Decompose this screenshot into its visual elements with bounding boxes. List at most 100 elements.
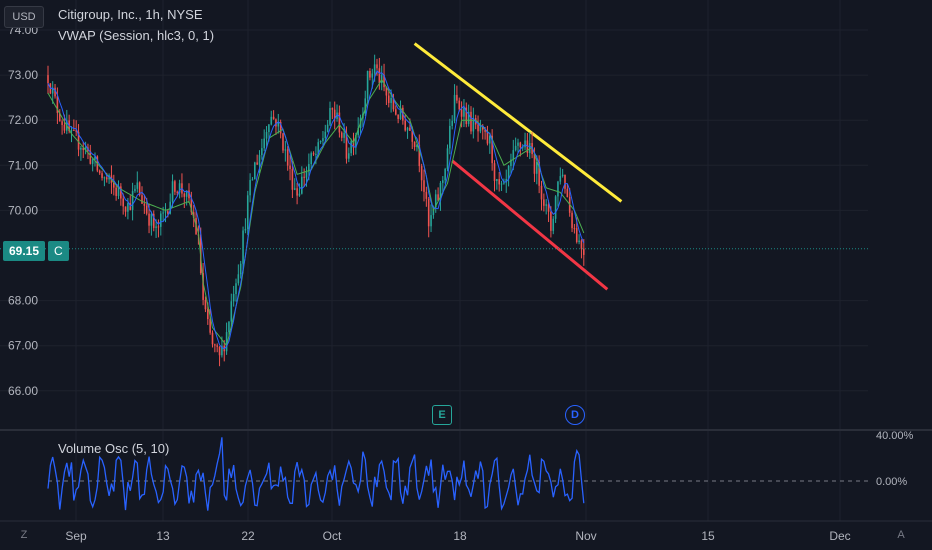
candle-body	[371, 73, 374, 78]
candle-body	[89, 150, 92, 164]
price-tick-label: 66.00	[8, 384, 38, 398]
price-tick-label: 67.00	[8, 339, 38, 353]
candle-body	[214, 344, 216, 346]
candle-body	[94, 156, 96, 160]
oscillator-axis: 40.00% 0.00%	[876, 430, 914, 488]
candle-body	[413, 141, 416, 147]
candle-body	[185, 190, 188, 197]
candle-body	[51, 87, 54, 94]
zoom-button[interactable]: Z	[20, 529, 28, 541]
candle-body	[559, 176, 562, 182]
volume-oscillator-line	[47, 437, 585, 511]
candle-body	[246, 195, 249, 229]
candle-body	[484, 129, 486, 132]
candle-body	[122, 198, 124, 207]
candle-body	[218, 346, 221, 356]
candle-body	[552, 218, 555, 231]
candle-body	[411, 130, 414, 142]
candle-body	[141, 195, 143, 204]
candle-body	[446, 148, 449, 169]
candle-body	[127, 203, 129, 212]
candle-body	[301, 176, 303, 194]
time-axis[interactable]: Sep 13 22 Oct 18 Nov 15 Dec	[65, 529, 850, 543]
candle-body	[493, 163, 496, 181]
candle-body	[477, 124, 479, 132]
time-tick-label: 22	[241, 529, 255, 543]
vwap-line	[47, 78, 585, 347]
candle-body	[289, 165, 291, 170]
candle-body	[575, 228, 578, 243]
candle-body	[324, 131, 327, 139]
earnings-icon[interactable]: E	[432, 405, 452, 425]
auto-scale-button[interactable]: A	[897, 529, 905, 541]
candle-body	[124, 206, 127, 212]
candle-body	[136, 182, 139, 189]
candle-body	[564, 174, 566, 189]
candle-body	[209, 319, 211, 333]
candle-body	[188, 190, 190, 199]
candle-body	[148, 213, 150, 226]
candle-body	[439, 182, 442, 201]
candle-body	[145, 205, 148, 214]
symbol-title[interactable]: Citigroup, Inc., 1h, NYSE	[58, 7, 203, 22]
candle-body	[244, 228, 247, 231]
candle-body	[463, 107, 465, 117]
candle-body	[160, 213, 162, 227]
candle-body	[409, 127, 411, 131]
candle-body	[143, 203, 146, 206]
close-flag: C	[48, 241, 69, 261]
candle-body	[293, 188, 296, 190]
candle-body	[561, 174, 564, 177]
candle-body	[451, 120, 453, 126]
candle-body	[84, 147, 87, 151]
candle-body	[190, 198, 193, 213]
candle-body	[338, 112, 341, 133]
candle-body	[230, 301, 233, 322]
candle-body	[425, 191, 428, 199]
candle-body	[284, 149, 287, 151]
candle-body	[303, 176, 305, 178]
candle-body	[566, 188, 569, 198]
candle-body	[47, 75, 49, 84]
candle-body	[366, 70, 369, 99]
currency-button[interactable]: USD	[4, 6, 44, 28]
last-price-label: 69.15 C	[3, 241, 69, 261]
candle-body	[373, 64, 376, 74]
candle-body	[251, 179, 254, 181]
candle-body	[340, 132, 343, 138]
candle-body	[61, 121, 63, 125]
candle-body	[481, 126, 484, 130]
vwap-legend[interactable]: VWAP (Session, hlc3, 0, 1)	[58, 28, 215, 43]
candle-body	[472, 118, 475, 132]
candle-body	[514, 145, 517, 151]
candle-body	[345, 132, 348, 159]
time-tick-label: 13	[156, 529, 170, 543]
time-tick-label: 15	[701, 529, 715, 543]
candle-body	[578, 240, 580, 243]
candle-body	[317, 142, 320, 154]
candle-body	[305, 171, 308, 178]
dividend-icon[interactable]: D	[565, 405, 585, 425]
candle-body	[517, 142, 519, 146]
candle-body	[272, 116, 275, 120]
candle-body	[329, 108, 331, 125]
candle-body	[540, 185, 543, 200]
candle-body	[131, 191, 134, 210]
candle-body	[580, 240, 583, 249]
candle-body	[510, 159, 512, 166]
time-tick-label: 18	[453, 529, 467, 543]
candle-body	[507, 165, 510, 180]
candle-body	[73, 129, 75, 131]
candle-body	[369, 70, 371, 78]
candle-body	[430, 215, 432, 227]
candle-body	[486, 131, 489, 144]
candle-body	[282, 133, 284, 151]
candle-body	[500, 183, 503, 185]
candle-body	[571, 212, 573, 229]
candle-body	[489, 135, 491, 144]
candle-body	[298, 193, 301, 196]
volume-osc-legend[interactable]: Volume Osc (5, 10)	[58, 441, 170, 456]
candle-body	[138, 182, 141, 196]
